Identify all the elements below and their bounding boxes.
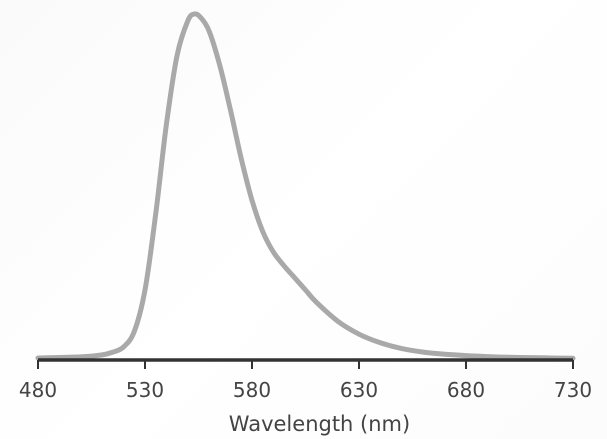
x-axis-title: Wavelength (nm) xyxy=(229,412,410,436)
x-tick-label: 480 xyxy=(19,378,57,402)
x-tick-label: 730 xyxy=(554,378,592,402)
emission-series-line xyxy=(35,11,576,361)
x-tick-label: 680 xyxy=(447,378,485,402)
x-tick-label: 530 xyxy=(126,378,164,402)
x-tick-label: 630 xyxy=(340,378,378,402)
x-axis-ticks: 480 530 580 630 680 730 xyxy=(19,360,592,402)
x-tick-label: 580 xyxy=(233,378,271,402)
